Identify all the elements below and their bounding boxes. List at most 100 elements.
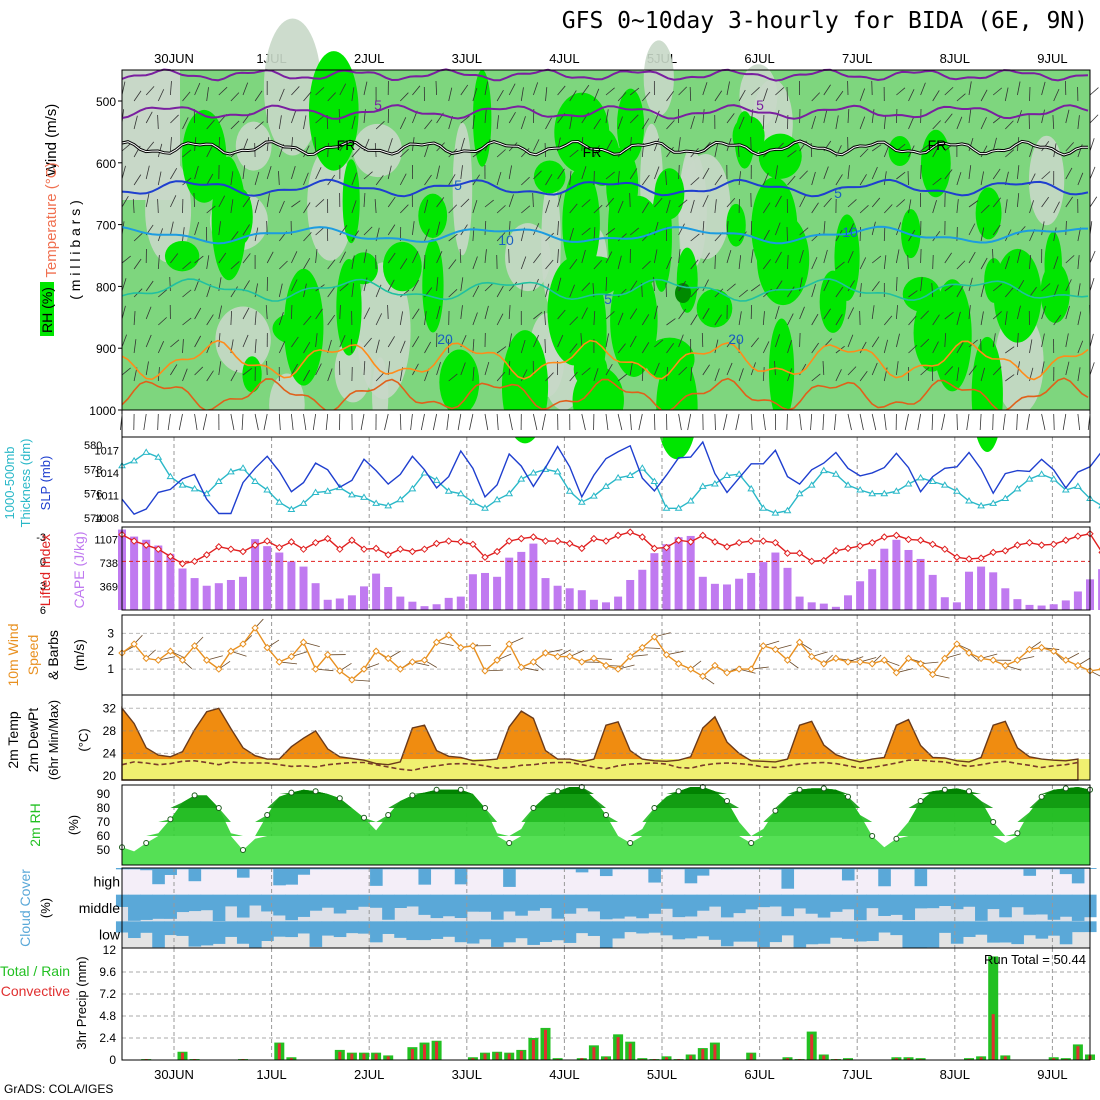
wind-barb [823,279,830,292]
wind-barb [339,335,346,348]
wind-barb [641,342,650,354]
cloud-cell [515,921,528,939]
cloud-cell [648,921,661,933]
lifted-index-point [227,545,235,553]
wind-barb [254,121,264,130]
wind-barb [1005,346,1015,354]
wind-barb [218,361,222,376]
slp-tick: 1011 [95,490,119,502]
thickness-point [1074,482,1082,489]
wind-barb [532,193,534,208]
cloud-cell [176,921,190,936]
wind-barb [545,232,554,242]
cape-bar [989,572,998,610]
wind-barb [1005,120,1014,130]
wind-barb [762,311,765,326]
surface-barb [420,413,425,431]
wind-barb [932,341,939,354]
cloud-cell [926,894,940,909]
surface-barb [303,413,307,431]
wind-barb [206,340,213,354]
temp2m-tick: 32 [103,701,117,715]
wind10-point [856,658,864,666]
wind-barb [339,83,347,96]
wind-barb [291,305,293,320]
cloud-cell [442,894,456,917]
wind-barb [508,249,510,264]
wind-barb [315,227,325,236]
cape-bar [553,585,562,610]
rh-high-patch [182,109,227,203]
wind-barb [460,198,470,208]
cloud-cell [357,921,371,934]
wind-barb [254,171,260,186]
surface-barb [834,413,837,431]
wind-barb [883,115,887,130]
precip-ylabel: 3hr Precip (mm) [74,956,89,1049]
cape-bar [1049,604,1058,610]
wind-barb [484,361,490,376]
cloud-cell [866,894,879,909]
wind-barb [182,261,192,270]
wind-barb [460,84,469,96]
wind-barb [412,363,419,376]
surface-barb [1053,413,1055,431]
wind-barb [847,165,850,180]
cloud-cell [975,868,988,870]
lifted-index-point [953,553,961,561]
cloud-cell [793,894,807,909]
precip-conv-bar [713,1044,717,1060]
wind-barb [158,317,167,326]
dewpt-fill [122,759,1090,780]
wind-barb [762,341,770,354]
wind-barb [291,86,300,96]
wind-barb [992,197,1002,208]
cape-bar [493,576,502,610]
wind-barb [448,289,458,298]
wind-barb [278,88,285,102]
wind-barb [363,81,368,96]
cape-bar [275,552,284,610]
wind-barb [762,202,771,214]
wind-barb [266,193,270,208]
wind-barb [472,115,475,130]
wind-barb [121,334,127,348]
wind-barb [496,285,504,298]
rh-low-patch [452,122,473,256]
wind-barb [412,85,421,96]
thickness-point [832,470,840,477]
wind-barb [1041,109,1045,124]
wind-barb [254,199,259,214]
cape-bar [384,587,393,610]
wind10-point [674,660,683,668]
wind-barb [133,174,142,186]
wind-barb [1065,196,1074,208]
date-label-bottom: 3JUL [452,1067,482,1082]
rh2m-point [990,819,997,825]
wind-barb [545,200,550,214]
wind-barb [593,204,603,214]
wind-barb [145,306,152,320]
surface-barb [904,413,909,431]
wind-barb [374,199,377,214]
date-label-bottom: 6JUL [744,1067,774,1082]
surface-barb [810,413,813,431]
wind-barb [654,249,658,264]
cloud-cell [466,921,480,944]
wind-barb [654,339,664,348]
wind-barb [170,114,179,124]
wind-barb [859,371,868,382]
wind-barb [992,311,1002,320]
cape-bar [602,602,610,610]
lifted-index-point [626,528,634,536]
wind-barb [932,145,940,158]
wind-barb [303,91,312,102]
wind-barb [907,255,909,270]
wind-barb [690,233,700,242]
temp2m-tick: 24 [103,746,117,760]
surface-barb [263,413,268,431]
wind-barb [605,139,613,152]
wind-barb [920,338,930,348]
thickness-point [1061,486,1070,493]
wind-barb [1052,115,1055,130]
